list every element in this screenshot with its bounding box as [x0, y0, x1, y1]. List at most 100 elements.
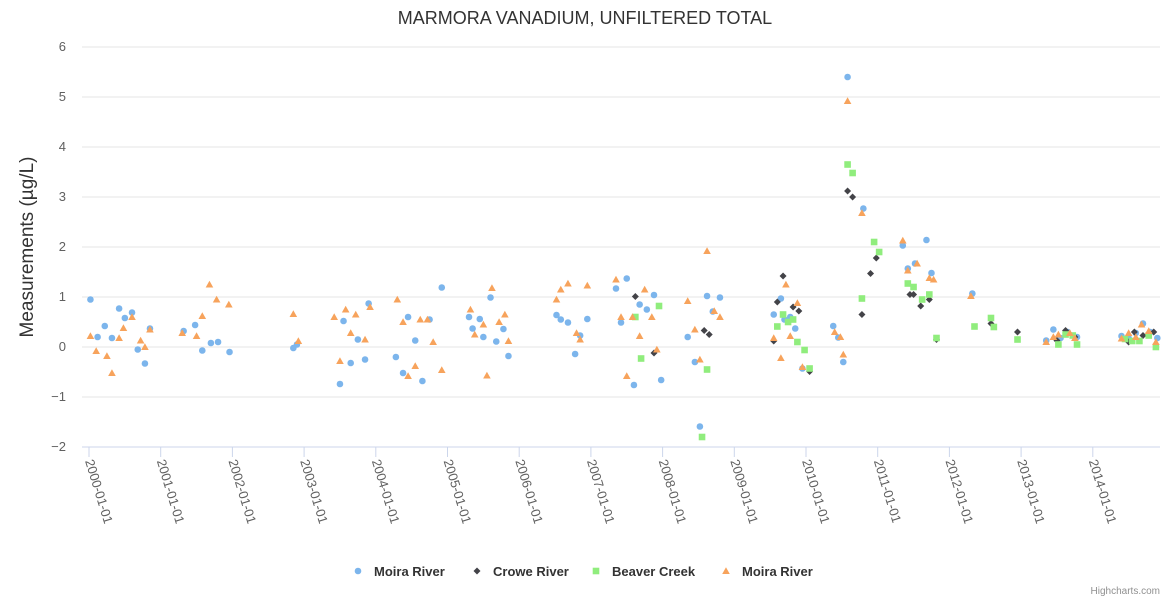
data-point[interactable] — [929, 275, 938, 283]
data-point[interactable] — [354, 336, 362, 343]
data-point[interactable] — [404, 313, 412, 321]
data-point[interactable] — [910, 283, 917, 291]
data-point[interactable] — [1054, 330, 1063, 338]
data-point[interactable] — [684, 333, 691, 341]
data-point[interactable] — [108, 369, 116, 377]
legend-symbol[interactable] — [354, 567, 362, 575]
data-point[interactable] — [849, 169, 856, 177]
data-point[interactable] — [134, 346, 142, 353]
data-point[interactable] — [505, 352, 512, 360]
data-point[interactable] — [423, 315, 432, 323]
data-point[interactable] — [849, 193, 857, 201]
data-point[interactable] — [336, 357, 344, 365]
data-point[interactable] — [553, 311, 560, 319]
data-point[interactable] — [1145, 332, 1153, 339]
data-point[interactable] — [1137, 320, 1146, 328]
data-point[interactable] — [404, 372, 412, 380]
data-point[interactable] — [844, 187, 852, 195]
data-point[interactable] — [653, 345, 661, 353]
data-point[interactable] — [987, 314, 995, 322]
data-point[interactable] — [1124, 329, 1133, 337]
data-point[interactable] — [361, 356, 369, 363]
data-point[interactable] — [635, 332, 644, 340]
data-point[interactable] — [636, 301, 643, 308]
data-point[interactable] — [501, 310, 509, 318]
data-point[interactable] — [858, 295, 866, 302]
data-point[interactable] — [103, 352, 111, 360]
data-point[interactable] — [584, 315, 591, 323]
data-point[interactable] — [648, 313, 656, 321]
data-point[interactable] — [844, 161, 851, 168]
data-point[interactable] — [226, 348, 233, 356]
data-point[interactable] — [622, 372, 631, 380]
data-point[interactable] — [801, 346, 808, 354]
data-point[interactable] — [416, 315, 425, 323]
data-point[interactable] — [691, 358, 699, 366]
data-point[interactable] — [87, 296, 94, 303]
data-point[interactable] — [141, 343, 149, 351]
data-point[interactable] — [488, 284, 496, 292]
data-point[interactable] — [500, 325, 507, 333]
data-point[interactable] — [504, 337, 513, 345]
data-point[interactable] — [1066, 329, 1074, 337]
data-point[interactable] — [612, 285, 620, 292]
data-point[interactable] — [556, 285, 565, 293]
data-point[interactable] — [411, 337, 419, 344]
data-point[interactable] — [115, 305, 123, 312]
data-point[interactable] — [904, 280, 912, 287]
data-point[interactable] — [898, 236, 907, 244]
data-point[interactable] — [576, 335, 584, 343]
data-point[interactable] — [705, 331, 713, 338]
data-point[interactable] — [492, 338, 500, 345]
data-point[interactable] — [108, 334, 116, 342]
data-point[interactable] — [225, 300, 233, 308]
data-point[interactable] — [696, 355, 704, 363]
data-point[interactable] — [1144, 327, 1153, 335]
data-point[interactable] — [366, 303, 374, 311]
data-point[interactable] — [198, 347, 206, 354]
data-point[interactable] — [791, 325, 799, 332]
data-point[interactable] — [571, 350, 579, 358]
data-point[interactable] — [858, 209, 866, 217]
data-point[interactable] — [683, 297, 692, 305]
data-point[interactable] — [437, 366, 446, 374]
data-point[interactable] — [121, 314, 129, 322]
data-point[interactable] — [1117, 334, 1126, 342]
data-point[interactable] — [798, 363, 807, 371]
data-point[interactable] — [703, 366, 711, 373]
data-point[interactable] — [933, 334, 940, 342]
data-point[interactable] — [774, 323, 781, 330]
data-point[interactable] — [470, 330, 479, 338]
data-point[interactable] — [806, 365, 813, 372]
data-point[interactable] — [703, 292, 711, 300]
data-point[interactable] — [696, 423, 704, 430]
data-point[interactable] — [631, 293, 639, 300]
data-point[interactable] — [1042, 338, 1050, 346]
data-point[interactable] — [101, 322, 109, 330]
data-point[interactable] — [971, 323, 978, 330]
data-point[interactable] — [716, 313, 724, 321]
data-point[interactable] — [1014, 328, 1022, 336]
data-point[interactable] — [438, 284, 446, 291]
data-point[interactable] — [429, 338, 437, 346]
data-point[interactable] — [583, 281, 592, 289]
data-point[interactable] — [793, 299, 802, 307]
data-point[interactable] — [146, 325, 154, 333]
data-point[interactable] — [361, 335, 369, 343]
data-point[interactable] — [867, 270, 875, 277]
data-point[interactable] — [770, 311, 778, 318]
data-point[interactable] — [341, 305, 350, 313]
data-point[interactable] — [904, 266, 912, 274]
data-point[interactable] — [1121, 335, 1129, 343]
data-point[interactable] — [836, 333, 845, 341]
data-point[interactable] — [926, 291, 933, 298]
data-point[interactable] — [769, 334, 778, 342]
data-point[interactable] — [789, 316, 797, 323]
data-point[interactable] — [483, 371, 491, 379]
data-point[interactable] — [1055, 341, 1062, 348]
data-point[interactable] — [870, 238, 878, 246]
data-point[interactable] — [564, 279, 572, 287]
data-point[interactable] — [1152, 338, 1160, 346]
data-point[interactable] — [419, 377, 426, 385]
data-point[interactable] — [643, 306, 651, 313]
